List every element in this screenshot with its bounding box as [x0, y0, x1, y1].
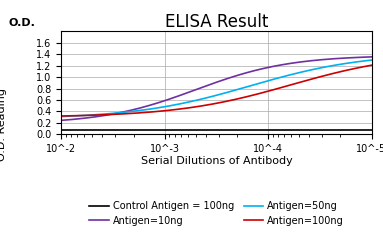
- Line: Antigen=10ng: Antigen=10ng: [61, 57, 372, 120]
- Antigen=50ng: [206, 96, 211, 99]
- Control Antigen = 100ng: [227, 128, 231, 131]
- Antigen=50ng: [227, 90, 231, 93]
- Antigen=10ng: [206, 84, 211, 86]
- Control Antigen = 100ng: [206, 128, 211, 131]
- Antigen=50ng: [362, 60, 367, 62]
- X-axis label: Serial Dilutions of Antibody: Serial Dilutions of Antibody: [141, 156, 292, 166]
- Antigen=50ng: [244, 86, 248, 89]
- Antigen=10ng: [313, 59, 318, 62]
- Control Antigen = 100ng: [313, 128, 318, 131]
- Text: O.D.: O.D.: [8, 18, 35, 28]
- Antigen=10ng: [362, 56, 367, 59]
- Antigen=100ng: [369, 64, 374, 67]
- Antigen=10ng: [369, 55, 374, 58]
- Antigen=100ng: [59, 114, 64, 117]
- Title: ELISA Result: ELISA Result: [165, 13, 268, 31]
- Legend: Control Antigen = 100ng, Antigen=10ng, Antigen=50ng, Antigen=100ng: Control Antigen = 100ng, Antigen=10ng, A…: [85, 197, 347, 230]
- Antigen=100ng: [227, 99, 231, 102]
- Antigen=50ng: [313, 67, 318, 70]
- Antigen=50ng: [369, 59, 374, 61]
- Antigen=100ng: [313, 77, 318, 79]
- Line: Antigen=50ng: Antigen=50ng: [61, 60, 372, 117]
- Control Antigen = 100ng: [59, 128, 64, 131]
- Antigen=100ng: [362, 65, 367, 68]
- Antigen=100ng: [206, 103, 211, 106]
- Antigen=10ng: [244, 72, 248, 74]
- Antigen=10ng: [208, 83, 213, 86]
- Control Antigen = 100ng: [244, 128, 248, 131]
- Control Antigen = 100ng: [369, 128, 374, 131]
- Antigen=10ng: [227, 77, 231, 79]
- Antigen=50ng: [208, 95, 213, 98]
- Antigen=50ng: [59, 115, 64, 118]
- Text: O.D. Reading: O.D. Reading: [0, 88, 7, 161]
- Antigen=100ng: [208, 103, 213, 106]
- Antigen=100ng: [244, 96, 248, 98]
- Control Antigen = 100ng: [208, 128, 213, 131]
- Control Antigen = 100ng: [362, 128, 367, 131]
- Antigen=10ng: [59, 119, 64, 122]
- Line: Antigen=100ng: Antigen=100ng: [61, 65, 372, 116]
